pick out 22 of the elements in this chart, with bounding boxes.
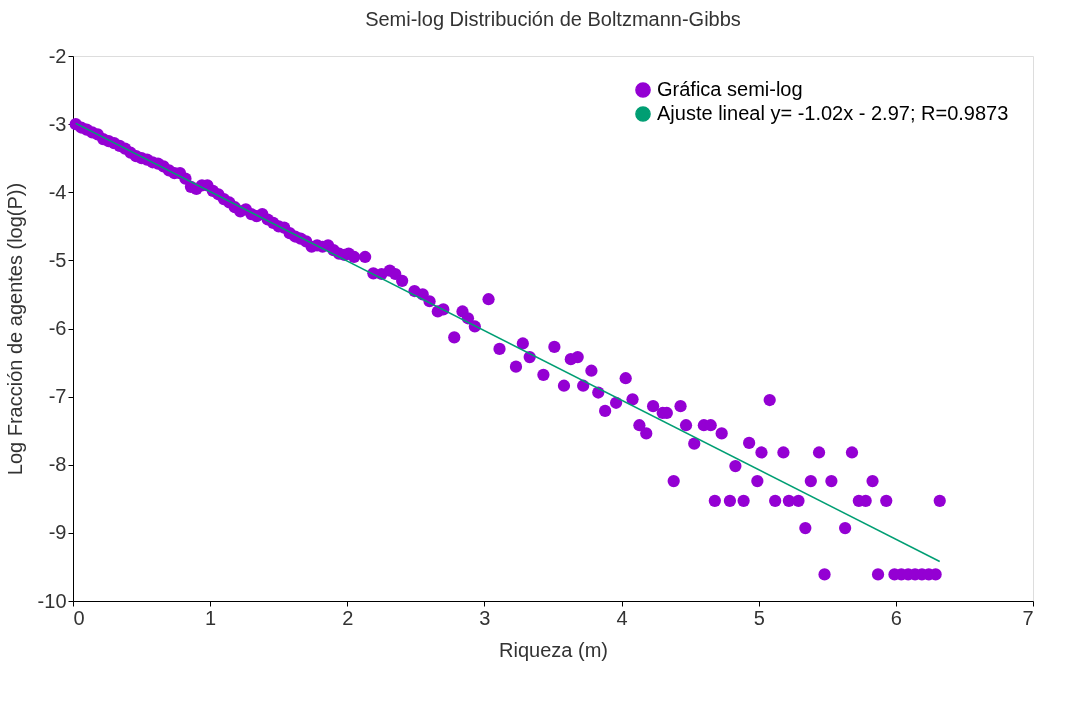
y-tick-label: -9	[48, 521, 67, 544]
x-tick-label: 1	[205, 606, 217, 629]
y-tick-label: -3	[48, 112, 67, 135]
legend-label: Gráfica semi-log	[657, 78, 803, 100]
legend-label: Ajuste lineal y= -1.02x - 2.97; R=0.9873	[657, 102, 1009, 124]
y-tick-label: -4	[48, 180, 67, 203]
y-tick-label: -2	[48, 44, 67, 67]
y-tick-label: -5	[48, 248, 67, 271]
x-tick-label: 7	[1022, 606, 1034, 629]
y-tick-label: -6	[48, 317, 67, 339]
x-tick-label: 5	[753, 606, 765, 629]
chart-title: Semi-log Distribución de Boltzmann-Gibbs	[365, 8, 741, 30]
x-axis-title: Riqueza (m)	[499, 638, 608, 661]
x-tick-label: 4	[616, 606, 628, 629]
y-tick-label: -7	[48, 385, 67, 408]
y-tick-label: -10	[37, 589, 67, 612]
x-tick-label: 3	[479, 606, 491, 629]
y-axis-title: Log Fracción de agentes (log(P))	[3, 182, 26, 476]
y-tick-label: -8	[48, 453, 67, 476]
x-tick-label: 6	[890, 606, 902, 629]
x-tick-label: 2	[342, 606, 354, 629]
x-tick-label: 0	[73, 606, 85, 629]
